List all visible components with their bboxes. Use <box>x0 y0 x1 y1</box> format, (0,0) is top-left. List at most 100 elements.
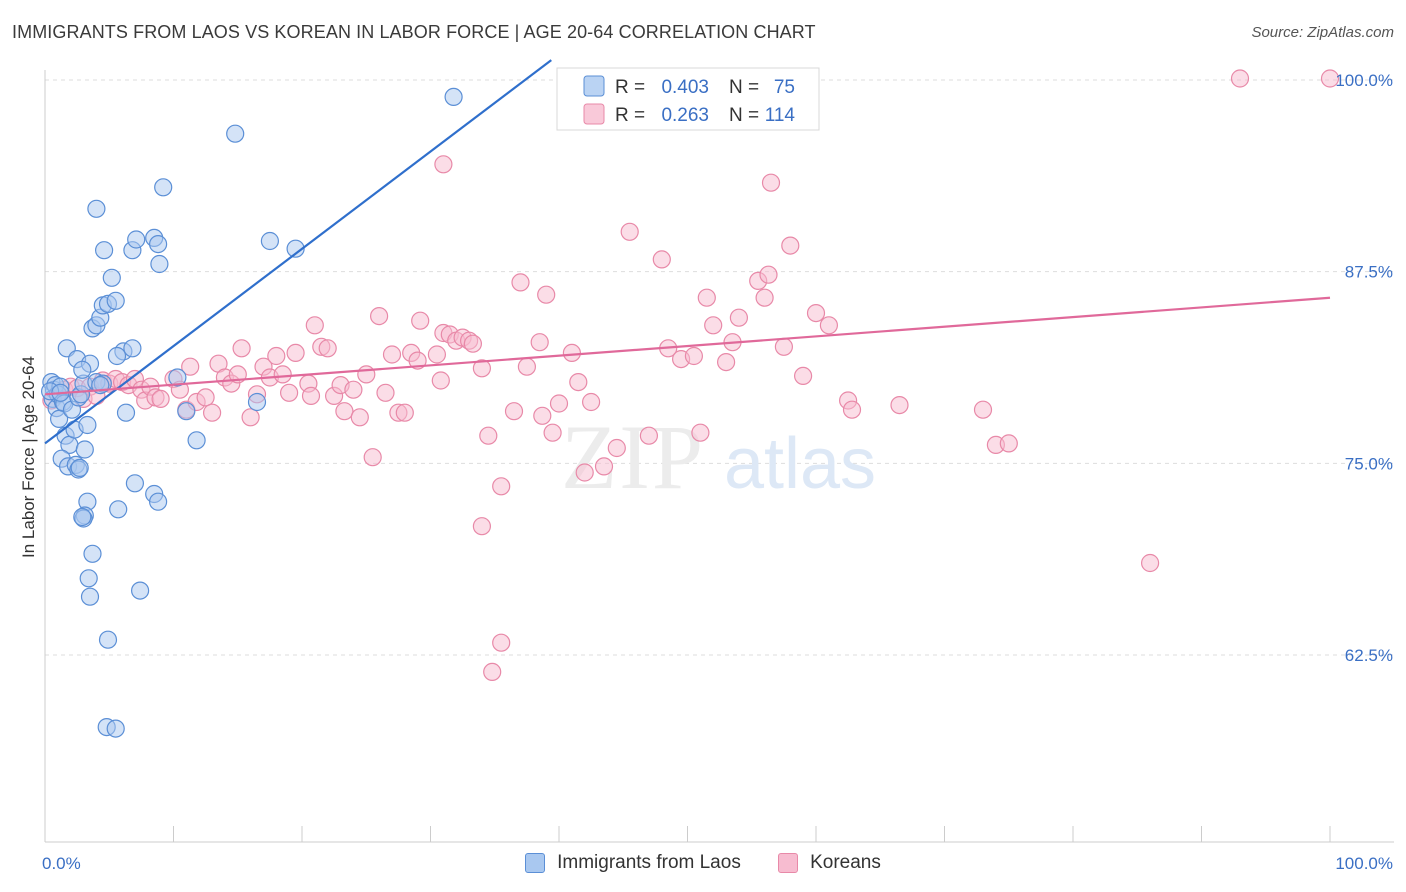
laos-point <box>49 409 69 428</box>
legend-n-value: 114 <box>765 105 796 126</box>
laos-point <box>125 474 144 493</box>
koreans-point <box>318 339 337 358</box>
laos-point <box>80 587 100 606</box>
trend-lines <box>44 59 1331 445</box>
koreans-point <box>755 288 774 307</box>
koreans-point <box>594 457 614 476</box>
koreans-point <box>273 365 292 384</box>
laos-point <box>123 339 142 358</box>
koreans-point <box>504 402 524 421</box>
koreans-point <box>781 236 800 255</box>
koreans-point <box>382 345 402 364</box>
koreans-point <box>511 273 530 292</box>
laos-point <box>70 458 89 477</box>
legend-label-laos: Immigrants from Laos <box>557 852 741 873</box>
laos-point <box>149 235 168 254</box>
koreans-point <box>716 353 736 372</box>
koreans-point <box>774 337 794 356</box>
laos-point <box>94 241 114 260</box>
laos-point <box>154 178 173 197</box>
y-tick-label: 87.5% <box>1345 263 1393 282</box>
koreans-point <box>562 343 582 362</box>
laos-point <box>78 415 97 435</box>
legend-item-koreans: Koreans <box>778 852 881 874</box>
koreans-point <box>729 308 749 327</box>
koreans-point <box>395 403 414 422</box>
laos-point <box>131 581 150 600</box>
koreans-point <box>819 316 839 335</box>
laos-point <box>102 268 121 287</box>
laos-point <box>75 440 94 459</box>
chart-title: IMMIGRANTS FROM LAOS VS KOREAN IN LABOR … <box>12 22 816 42</box>
legend-r-value: 0.403 <box>661 77 709 98</box>
laos-point <box>98 630 118 649</box>
legend-r-value: 0.263 <box>661 105 709 126</box>
koreans-point <box>463 334 482 353</box>
x-tick-label: 100.0% <box>1335 854 1393 873</box>
koreans-point <box>999 434 1018 453</box>
laos-point <box>247 392 267 412</box>
watermark-zip: ZIP <box>561 406 705 508</box>
koreans-point <box>472 359 491 378</box>
koreans-point <box>335 402 354 421</box>
koreans-point <box>411 311 430 330</box>
koreans-point <box>1140 553 1160 573</box>
laos-point <box>177 402 196 421</box>
x-tick-label: 0.0% <box>42 854 81 873</box>
legend-r-label: R = <box>615 105 645 126</box>
koreans-point <box>549 394 569 413</box>
laos-point <box>444 87 463 107</box>
koreans-point <box>806 304 826 323</box>
koreans-point <box>492 477 511 496</box>
legend-label-koreans: Koreans <box>810 852 881 873</box>
koreans-point <box>350 408 369 427</box>
koreans-point <box>434 155 453 174</box>
koreans-point <box>639 426 659 445</box>
laos-point <box>226 124 245 143</box>
laos-point <box>87 199 106 218</box>
koreans-point <box>842 400 862 419</box>
koreans-swatch <box>778 853 799 873</box>
y-axis-label: In Labor Force | Age 20-64 <box>19 356 38 558</box>
legend-swatch <box>583 75 605 97</box>
tick-labels: 62.5% 75.0% 87.5% 100.0% 0.0% 100.0% <box>42 71 1393 873</box>
koreans-point <box>376 383 395 402</box>
koreans-point <box>241 408 260 427</box>
koreans-point <box>232 339 251 358</box>
koreans-point <box>427 345 446 364</box>
koreans-point <box>569 373 588 392</box>
koreans-point <box>1230 69 1250 88</box>
laos-point <box>127 230 146 249</box>
koreans-point <box>761 173 781 192</box>
koreans-point <box>479 426 498 445</box>
axes <box>44 70 1394 843</box>
legend-n-label: N = <box>729 105 759 126</box>
legend-n-value: 75 <box>774 77 795 98</box>
laos-point <box>73 360 92 379</box>
koreans-point <box>370 307 389 326</box>
koreans-point <box>697 288 716 307</box>
laos-point <box>79 569 98 588</box>
koreans-point <box>575 463 594 482</box>
koreans-point <box>492 633 511 652</box>
koreans-point <box>620 222 639 241</box>
watermark: ZIP atlas <box>561 406 876 508</box>
koreans-point <box>431 371 450 390</box>
source-label: Source: ZipAtlas.com <box>1251 24 1394 41</box>
laos-swatch <box>525 853 546 873</box>
laos-point <box>107 346 127 366</box>
koreans-point <box>759 265 778 284</box>
laos-point <box>116 403 136 422</box>
koreans-point <box>357 365 376 384</box>
laos-point <box>286 239 305 258</box>
y-tick-label: 100.0% <box>1335 71 1393 90</box>
koreans-point <box>704 316 723 335</box>
koreans-point <box>973 400 993 419</box>
laos-point <box>106 291 125 310</box>
legend-n-label: N = <box>729 77 759 98</box>
laos-point <box>150 254 169 274</box>
koreans-point <box>537 285 556 304</box>
koreans-point <box>652 250 671 269</box>
correlation-legend: R = 0.403 N = 75 R = 0.263 N = 114 <box>556 67 820 131</box>
koreans-trend-line <box>44 296 1331 396</box>
